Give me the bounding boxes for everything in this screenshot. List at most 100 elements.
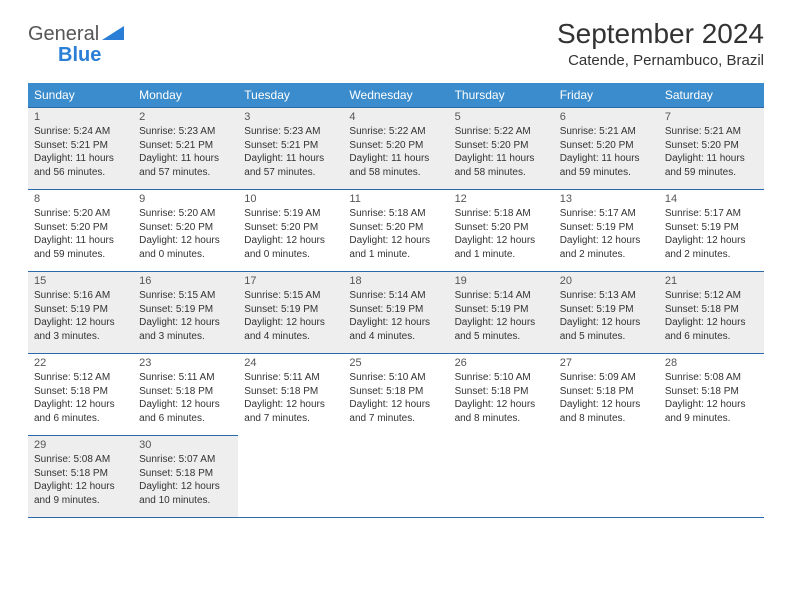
sunrise-line: Sunrise: 5:07 AM [139, 453, 232, 467]
sunset-line: Sunset: 5:18 PM [560, 385, 653, 399]
calendar-cell: 24Sunrise: 5:11 AMSunset: 5:18 PMDayligh… [238, 353, 343, 435]
sunrise-line: Sunrise: 5:20 AM [34, 207, 127, 221]
sunset-line: Sunset: 5:20 PM [455, 221, 548, 235]
calendar-bottom-border [28, 517, 764, 518]
day-number: 5 [455, 111, 548, 123]
calendar-page: General Blue September 2024 Catende, Per… [0, 0, 792, 612]
sunset-line: Sunset: 5:20 PM [34, 221, 127, 235]
calendar-cell: 29Sunrise: 5:08 AMSunset: 5:18 PMDayligh… [28, 435, 133, 517]
sunrise-line: Sunrise: 5:13 AM [560, 289, 653, 303]
sunrise-line: Sunrise: 5:08 AM [34, 453, 127, 467]
calendar-cell: 19Sunrise: 5:14 AMSunset: 5:19 PMDayligh… [449, 271, 554, 353]
sunrise-line: Sunrise: 5:24 AM [34, 125, 127, 139]
calendar-cell: 23Sunrise: 5:11 AMSunset: 5:18 PMDayligh… [133, 353, 238, 435]
day-number: 12 [455, 193, 548, 205]
sunrise-line: Sunrise: 5:16 AM [34, 289, 127, 303]
sunset-line: Sunset: 5:19 PM [455, 303, 548, 317]
weekday-header: Monday [133, 83, 238, 107]
calendar-cell: 18 Sunrise: 5:14 AMSunset: 5:19 PMDayligh… [343, 271, 448, 353]
daylight-line: Daylight: 12 hours and 4 minutes. [244, 316, 337, 343]
sunset-line: Sunset: 5:21 PM [244, 139, 337, 153]
day-number: 18 [349, 275, 442, 287]
calendar-cell-empty [238, 435, 343, 517]
sunrise-line: Sunrise: 5:14 AM [349, 289, 442, 303]
sunset-line: Sunset: 5:20 PM [560, 139, 653, 153]
daylight-line: Daylight: 12 hours and 7 minutes. [244, 398, 337, 425]
sunset-line: Sunset: 5:19 PM [349, 303, 442, 317]
calendar-cell-empty [554, 435, 659, 517]
sunrise-line: Sunrise: 5:11 AM [139, 371, 232, 385]
sunrise-line: Sunrise: 5:10 AM [349, 371, 442, 385]
sunrise-line: Sunrise: 5:17 AM [560, 207, 653, 221]
sunset-line: Sunset: 5:18 PM [665, 385, 758, 399]
day-number: 1 [34, 111, 127, 123]
calendar-cell: 10Sunrise: 5:19 AMSunset: 5:20 PMDayligh… [238, 189, 343, 271]
sunset-line: Sunset: 5:18 PM [34, 467, 127, 481]
day-number: 30 [139, 439, 232, 451]
daylight-line: Daylight: 12 hours and 8 minutes. [455, 398, 548, 425]
brand-logo: General Blue [28, 18, 124, 66]
sunset-line: Sunset: 5:19 PM [139, 303, 232, 317]
sunset-line: Sunset: 5:21 PM [34, 139, 127, 153]
sunset-line: Sunset: 5:18 PM [455, 385, 548, 399]
sunrise-line: Sunrise: 5:11 AM [244, 371, 337, 385]
sunrise-line: Sunrise: 5:15 AM [139, 289, 232, 303]
daylight-line: Daylight: 12 hours and 9 minutes. [34, 480, 127, 507]
weekday-header: Friday [554, 83, 659, 107]
daylight-line: Daylight: 12 hours and 4 minutes. [349, 316, 442, 343]
calendar-cell: 13Sunrise: 5:17 AMSunset: 5:19 PMDayligh… [554, 189, 659, 271]
daylight-line: Daylight: 11 hours and 56 minutes. [34, 152, 127, 179]
sunset-line: Sunset: 5:18 PM [349, 385, 442, 399]
sunrise-line: Sunrise: 5:15 AM [244, 289, 337, 303]
daylight-line: Daylight: 12 hours and 3 minutes. [139, 316, 232, 343]
daylight-line: Daylight: 12 hours and 2 minutes. [665, 234, 758, 261]
daylight-line: Daylight: 12 hours and 6 minutes. [665, 316, 758, 343]
sunset-line: Sunset: 5:20 PM [455, 139, 548, 153]
sunset-line: Sunset: 5:20 PM [349, 139, 442, 153]
sunset-line: Sunset: 5:18 PM [139, 467, 232, 481]
day-number: 8 [34, 193, 127, 205]
day-number: 14 [665, 193, 758, 205]
daylight-line: Daylight: 11 hours and 57 minutes. [244, 152, 337, 179]
calendar-cell: 14Sunrise: 5:17 AMSunset: 5:19 PMDayligh… [659, 189, 764, 271]
sunrise-line: Sunrise: 5:20 AM [139, 207, 232, 221]
weekday-header: Wednesday [343, 83, 448, 107]
calendar-cell: 15Sunrise: 5:16 AMSunset: 5:19 PMDayligh… [28, 271, 133, 353]
daylight-line: Daylight: 11 hours and 59 minutes. [665, 152, 758, 179]
day-number: 6 [560, 111, 653, 123]
calendar-cell: 12Sunrise: 5:18 AMSunset: 5:20 PMDayligh… [449, 189, 554, 271]
calendar-cell-empty [659, 435, 764, 517]
sunrise-line: Sunrise: 5:12 AM [34, 371, 127, 385]
sunset-line: Sunset: 5:18 PM [34, 385, 127, 399]
sunset-line: Sunset: 5:19 PM [665, 221, 758, 235]
page-title: September 2024 [557, 18, 764, 50]
logo-word-blue: Blue [58, 44, 101, 66]
day-number: 11 [349, 193, 442, 205]
logo-word-general: General [28, 23, 99, 45]
sunset-line: Sunset: 5:20 PM [244, 221, 337, 235]
sunrise-line: Sunrise: 5:12 AM [665, 289, 758, 303]
sunset-line: Sunset: 5:21 PM [139, 139, 232, 153]
calendar-cell: 26Sunrise: 5:10 AMSunset: 5:18 PMDayligh… [449, 353, 554, 435]
weekday-header: Thursday [449, 83, 554, 107]
sunrise-line: Sunrise: 5:08 AM [665, 371, 758, 385]
daylight-line: Daylight: 12 hours and 9 minutes. [665, 398, 758, 425]
calendar-cell: 11Sunrise: 5:18 AMSunset: 5:20 PMDayligh… [343, 189, 448, 271]
daylight-line: Daylight: 12 hours and 5 minutes. [455, 316, 548, 343]
sunset-line: Sunset: 5:20 PM [665, 139, 758, 153]
calendar-cell: 17Sunrise: 5:15 AMSunset: 5:19 PMDayligh… [238, 271, 343, 353]
calendar-cell: 30Sunrise: 5:07 AMSunset: 5:18 PMDayligh… [133, 435, 238, 517]
sunset-line: Sunset: 5:19 PM [560, 221, 653, 235]
daylight-line: Daylight: 12 hours and 5 minutes. [560, 316, 653, 343]
day-number: 2 [139, 111, 232, 123]
weekday-header: Saturday [659, 83, 764, 107]
day-number: 16 [139, 275, 232, 287]
day-number: 26 [455, 357, 548, 369]
daylight-line: Daylight: 12 hours and 1 minute. [349, 234, 442, 261]
daylight-line: Daylight: 12 hours and 3 minutes. [34, 316, 127, 343]
day-number: 27 [560, 357, 653, 369]
calendar-cell: 25Sunrise: 5:10 AMSunset: 5:18 PMDayligh… [343, 353, 448, 435]
daylight-line: Daylight: 12 hours and 0 minutes. [244, 234, 337, 261]
calendar-cell: 27Sunrise: 5:09 AMSunset: 5:18 PMDayligh… [554, 353, 659, 435]
day-number: 17 [244, 275, 337, 287]
